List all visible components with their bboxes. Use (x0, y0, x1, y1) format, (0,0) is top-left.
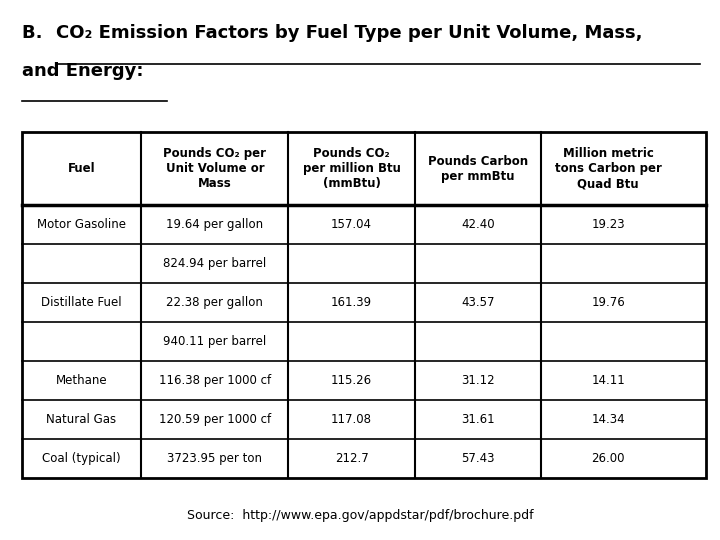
Text: 31.61: 31.61 (462, 413, 495, 426)
Text: B.: B. (22, 24, 48, 42)
Text: Natural Gas: Natural Gas (46, 413, 117, 426)
Text: Million metric
tons Carbon per
Quad Btu: Million metric tons Carbon per Quad Btu (554, 147, 662, 190)
Text: 120.59 per 1000 cf: 120.59 per 1000 cf (159, 413, 271, 426)
Text: Pounds CO₂ per
Unit Volume or
Mass: Pounds CO₂ per Unit Volume or Mass (163, 147, 266, 190)
Text: 31.12: 31.12 (462, 374, 495, 387)
Text: Motor Gasoline: Motor Gasoline (37, 218, 126, 231)
Text: 3723.95 per ton: 3723.95 per ton (167, 452, 262, 465)
Text: 43.57: 43.57 (462, 296, 495, 309)
Bar (22, 132, 706, 478)
Text: Pounds Carbon
per mmBtu: Pounds Carbon per mmBtu (428, 155, 528, 183)
Text: 22.38 per gallon: 22.38 per gallon (166, 296, 264, 309)
Text: 14.11: 14.11 (591, 374, 625, 387)
Text: 19.76: 19.76 (591, 296, 625, 309)
Text: 19.23: 19.23 (591, 218, 625, 231)
Text: 14.34: 14.34 (591, 413, 625, 426)
Text: Distillate Fuel: Distillate Fuel (41, 296, 122, 309)
Text: Methane: Methane (55, 374, 107, 387)
Text: 212.7: 212.7 (335, 452, 369, 465)
Text: 115.26: 115.26 (331, 374, 372, 387)
Text: 42.40: 42.40 (462, 218, 495, 231)
Text: and Energy:: and Energy: (22, 62, 143, 80)
Text: CO₂ Emission Factors by Fuel Type per Unit Volume, Mass,: CO₂ Emission Factors by Fuel Type per Un… (56, 24, 643, 42)
Text: Source:  http://www.epa.gov/appdstar/pdf/brochure.pdf: Source: http://www.epa.gov/appdstar/pdf/… (186, 509, 534, 522)
Text: 57.43: 57.43 (462, 452, 495, 465)
Text: 161.39: 161.39 (331, 296, 372, 309)
Text: 824.94 per barrel: 824.94 per barrel (163, 257, 266, 270)
Text: 116.38 per 1000 cf: 116.38 per 1000 cf (159, 374, 271, 387)
Text: 940.11 per barrel: 940.11 per barrel (163, 335, 266, 348)
Text: 157.04: 157.04 (331, 218, 372, 231)
Text: 19.64 per gallon: 19.64 per gallon (166, 218, 264, 231)
Text: 117.08: 117.08 (331, 413, 372, 426)
Text: 26.00: 26.00 (591, 452, 625, 465)
Text: Pounds CO₂
per million Btu
(mmBtu): Pounds CO₂ per million Btu (mmBtu) (302, 147, 400, 190)
Text: Coal (typical): Coal (typical) (42, 452, 121, 465)
Text: Fuel: Fuel (68, 162, 95, 176)
